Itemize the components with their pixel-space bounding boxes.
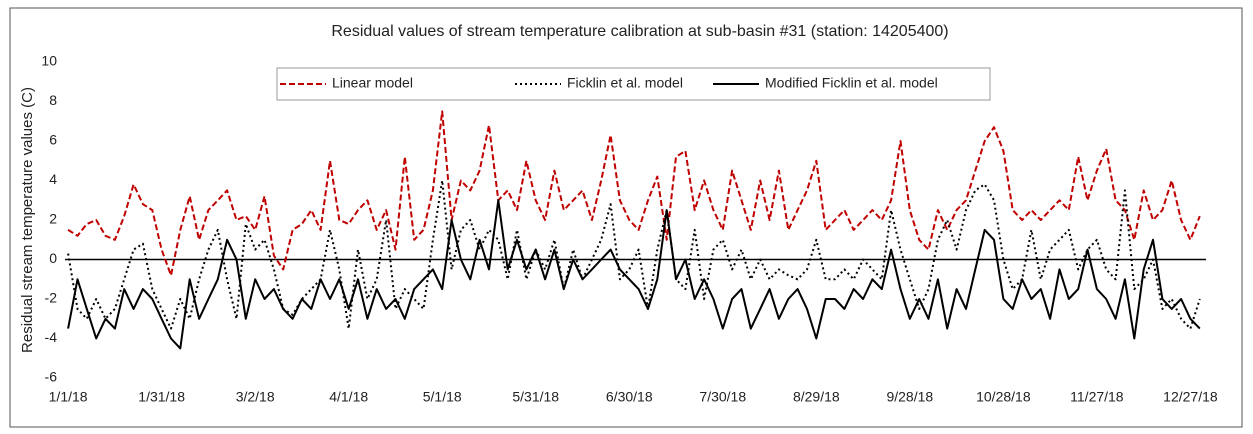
y-tick-label: 8 [49, 92, 57, 108]
series-line [67, 110, 1201, 277]
y-tick-label: 10 [41, 53, 57, 69]
series-line [67, 199, 1201, 350]
legend-label: Ficklin et al. model [567, 75, 683, 91]
y-tick-label: -2 [45, 290, 58, 306]
x-tick-label: 10/28/18 [976, 389, 1031, 405]
y-tick-label: 6 [49, 132, 57, 148]
series-line [67, 179, 1201, 330]
x-tick-label: 9/28/18 [886, 389, 933, 405]
legend-label: Linear model [332, 75, 413, 91]
x-tick-label: 7/30/18 [699, 389, 746, 405]
y-tick-label: -6 [45, 369, 58, 385]
x-tick-label: 12/27/18 [1163, 389, 1218, 405]
chart-title: Residual values of stream temperature ca… [331, 23, 948, 40]
x-tick-label: 5/1/18 [423, 389, 462, 405]
y-tick-label: -4 [45, 329, 58, 345]
x-tick-label: 6/30/18 [606, 389, 653, 405]
y-axis-label: Residual stream temperature values (C) [19, 87, 36, 353]
x-tick-label: 3/2/18 [236, 389, 275, 405]
x-tick-label: 4/1/18 [329, 389, 368, 405]
legend-label: Modified Ficklin et al. model [765, 75, 938, 91]
x-tick-label: 5/31/18 [512, 389, 559, 405]
y-tick-label: 0 [49, 250, 57, 266]
x-tick-label: 1/31/18 [138, 389, 185, 405]
x-tick-label: 8/29/18 [793, 389, 840, 405]
x-tick-label: 1/1/18 [49, 389, 88, 405]
y-tick-label: 4 [49, 171, 57, 187]
x-tick-label: 11/27/18 [1070, 389, 1124, 405]
y-tick-label: 2 [49, 211, 57, 227]
legend-box [276, 67, 991, 101]
